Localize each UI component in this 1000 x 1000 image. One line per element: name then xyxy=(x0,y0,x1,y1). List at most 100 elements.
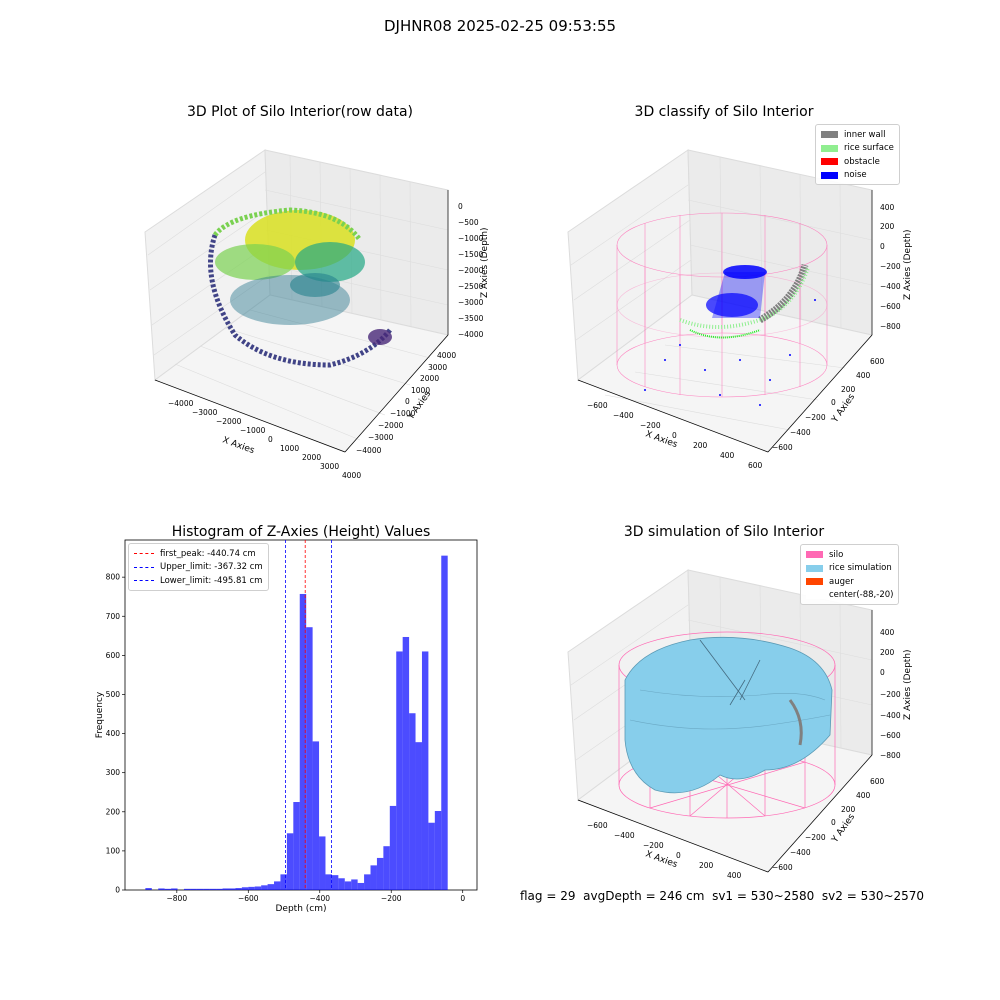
histogram-xtick-label: 0 xyxy=(460,894,465,903)
legend-label: auger xyxy=(829,576,854,587)
histogram-bar xyxy=(351,879,358,890)
histogram-bar xyxy=(261,885,268,890)
raw-xtick: 1000 xyxy=(280,444,299,453)
classify-ztick: −200 xyxy=(880,262,901,271)
legend-item-upper-limit: Upper_limit: -367.32 cm xyxy=(134,561,263,575)
legend-label: noise xyxy=(844,170,867,181)
histogram-title: Histogram of Z-Axies (Height) Values xyxy=(171,524,431,540)
histogram-bar xyxy=(357,882,365,890)
histogram-ytick-label: 700 xyxy=(106,612,121,621)
histogram-bar xyxy=(274,881,281,890)
histogram-bar xyxy=(338,878,345,890)
classify-xtick: −400 xyxy=(613,411,634,420)
avg-depth-text: avgDepth = 246 cm xyxy=(583,889,705,903)
legend-item-rice-simulation: rice simulation xyxy=(806,562,893,576)
legend-item-inner-wall: inner wall xyxy=(821,128,894,142)
simulation-ytick: 200 xyxy=(841,805,856,814)
simulation-xtick: 200 xyxy=(699,861,714,870)
legend-line xyxy=(134,580,154,582)
histogram-bar xyxy=(145,888,152,890)
legend-swatch xyxy=(806,551,823,559)
histogram-legend: first_peak: -440.74 cm Upper_limit: -367… xyxy=(128,543,269,591)
histogram-xtick-label: −400 xyxy=(309,894,330,903)
histogram-ytick-label: 600 xyxy=(106,651,121,660)
histogram-bar xyxy=(158,888,165,890)
classify-ytick: 400 xyxy=(856,371,871,380)
classify-3d-axes xyxy=(567,149,873,453)
legend-item-rice-surface: rice surface xyxy=(821,142,894,156)
histogram-bar xyxy=(280,874,287,890)
raw-ytick: −4000 xyxy=(356,446,382,455)
histogram-bar xyxy=(164,888,172,890)
histogram-bar xyxy=(299,593,307,890)
raw-ytick: −1000 xyxy=(390,409,416,418)
histogram-bar xyxy=(421,651,429,890)
classify-ytick: −400 xyxy=(790,428,811,437)
classify-legend: inner wall rice surface obstacle noise xyxy=(815,124,900,185)
simulation-xtick: −200 xyxy=(643,841,664,850)
histogram-xtick-label: −600 xyxy=(238,894,259,903)
simulation-legend: silo rice simulation auger center(-88,-2… xyxy=(800,544,900,605)
histogram-x-ticks: −800 −600 −400 −200 0 xyxy=(167,890,465,903)
raw-z-ticks: 0 −500 −1000 −1500 −2000 −2500 −3000 −35… xyxy=(458,202,484,339)
raw-ztick: 0 xyxy=(458,202,463,211)
classify-xtick: 0 xyxy=(672,431,677,440)
simulation-plot-title: 3D simulation of Silo Interior xyxy=(623,524,825,540)
legend-label: Upper_limit: -367.32 cm xyxy=(160,562,263,573)
simulation-ztick: −400 xyxy=(880,711,901,720)
raw-ztick: −500 xyxy=(458,218,479,227)
raw-xtick: −2000 xyxy=(216,417,242,426)
raw-xtick: −1000 xyxy=(240,426,266,435)
histogram-ytick-label: 300 xyxy=(106,768,121,777)
histogram-bar xyxy=(331,875,339,890)
raw-3d-axes xyxy=(144,149,449,453)
histogram-bar xyxy=(241,887,249,890)
histogram-bar xyxy=(267,884,275,890)
simulation-3d-axes xyxy=(567,569,873,873)
histogram-bar xyxy=(209,888,217,890)
simulation-ytick: −600 xyxy=(772,863,793,872)
raw-ytick: 2000 xyxy=(420,374,439,383)
simulation-ztick: −600 xyxy=(880,731,901,740)
classify-xtick: 400 xyxy=(720,451,735,460)
classify-x-ticks: −600 −400 −200 0 200 400 600 xyxy=(587,401,763,470)
raw-ztick: −3500 xyxy=(458,314,484,323)
simulation-z-label: Z Axies (Depth) xyxy=(903,649,913,720)
classified-points xyxy=(644,263,816,406)
histogram-y-label: Frequency xyxy=(95,691,105,738)
histogram-bar xyxy=(312,741,320,890)
histogram-bar xyxy=(306,627,313,890)
simulation-ytick: −400 xyxy=(790,848,811,857)
legend-item-silo: silo xyxy=(806,548,893,562)
classify-ztick: −800 xyxy=(880,322,901,331)
legend-swatch xyxy=(806,578,823,586)
sv2-text: sv2 = 530~2570 xyxy=(821,889,925,903)
legend-label: Lower_limit: -495.81 cm xyxy=(160,575,263,586)
raw-ytick: −2000 xyxy=(378,421,404,430)
legend-item-obstacle: obstacle xyxy=(821,155,894,169)
histogram-bar xyxy=(286,833,294,890)
figure-title: DJHNR08 2025-02-25 09:53:55 xyxy=(383,17,617,35)
simulation-ztick: −800 xyxy=(880,751,901,760)
raw-xtick: 4000 xyxy=(342,471,361,480)
raw-point-cloud xyxy=(208,207,392,368)
classify-plot-title: 3D classify of Silo Interior xyxy=(634,104,814,120)
histogram-bar xyxy=(183,888,191,890)
simulation-ytick: 0 xyxy=(831,818,836,827)
classify-xtick: −200 xyxy=(640,421,661,430)
legend-swatch xyxy=(821,171,838,179)
classify-ztick: 0 xyxy=(880,242,885,251)
histogram-bar xyxy=(434,811,442,890)
histogram-bar xyxy=(364,874,371,890)
histogram-vlines xyxy=(285,540,332,890)
legend-swatch xyxy=(806,564,823,572)
legend-swatch xyxy=(821,131,838,139)
classify-ztick: 400 xyxy=(880,203,895,212)
raw-ytick: 1000 xyxy=(411,386,430,395)
histogram-ytick-label: 500 xyxy=(106,690,121,699)
legend-swatch xyxy=(821,158,838,166)
simulation-z-ticks: 400 200 0 −200 −400 −600 −800 xyxy=(880,628,901,760)
raw-ytick: 4000 xyxy=(437,351,456,360)
legend-label: first_peak: -440.74 cm xyxy=(160,548,256,559)
simulation-ytick: −200 xyxy=(805,833,826,842)
